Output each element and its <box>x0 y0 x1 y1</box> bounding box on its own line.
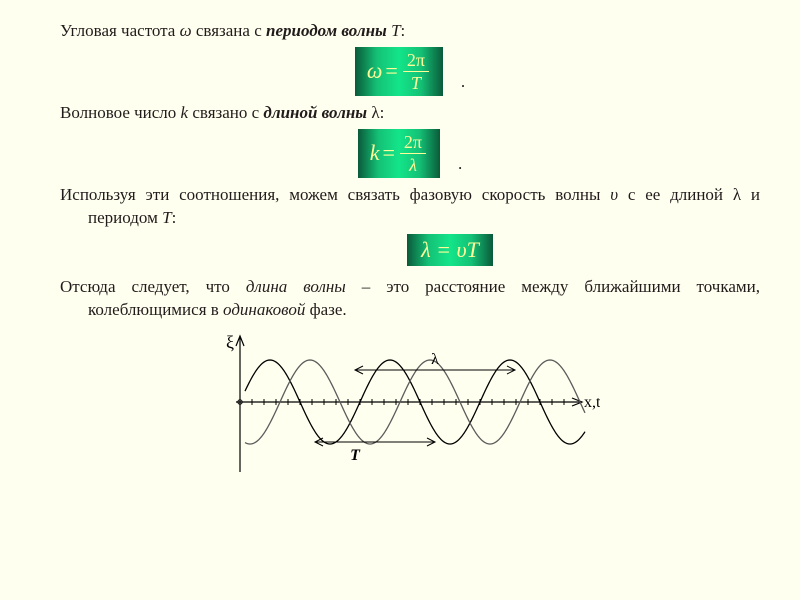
p1-bold: периодом волны <box>266 21 387 40</box>
p1-a: Угловая частота <box>60 21 180 40</box>
svg-text:ξ: ξ <box>226 332 234 352</box>
p2-a: Волновое число <box>60 103 181 122</box>
f1-lhs: ω <box>367 58 383 84</box>
p3-a: Используя эти соотношения, можем связать… <box>60 185 610 204</box>
dot2: . <box>458 154 462 178</box>
f2-den: λ <box>405 156 421 174</box>
f2-num: 2π <box>400 133 426 151</box>
f1-den: T <box>407 74 425 92</box>
svg-text:x,t: x,t <box>584 394 600 411</box>
p4-i2: одинаковой <box>223 300 305 319</box>
p3-c: : <box>172 208 177 227</box>
svg-text:λ: λ <box>431 351 439 368</box>
p1-T: T <box>391 21 400 40</box>
p4-a: Отсюда следует, что <box>60 277 246 296</box>
formula-lambda: λ = υT <box>407 234 493 266</box>
formula3-row: λ = υT <box>140 234 760 266</box>
v-sym: υ <box>610 185 618 204</box>
para-angular-freq: Угловая частота ω связана с периодом вол… <box>60 20 760 43</box>
wave-chart: λ Tξ x,t <box>220 330 600 480</box>
f1-num: 2π <box>403 51 429 69</box>
p2-c: λ: <box>367 103 384 122</box>
dot1: . <box>461 72 465 96</box>
f2-eq: = <box>383 140 395 166</box>
para-phase-speed: Используя эти соотношения, можем связать… <box>60 184 760 230</box>
p1-b: связана с <box>192 21 266 40</box>
p3-T: T <box>162 208 171 227</box>
p1-d: : <box>401 21 406 40</box>
formula-k: k = 2π λ <box>358 129 440 178</box>
para-conclusion: Отсюда следует, что длина волны – это ра… <box>60 276 760 322</box>
f2-lhs: k <box>370 140 380 166</box>
svg-text:T: T <box>350 447 361 464</box>
f2-frac: 2π λ <box>400 133 426 174</box>
p4-i: длина волны <box>246 277 346 296</box>
formula2-row: k = 2π λ . <box>60 129 760 178</box>
k-sym: k <box>181 103 189 122</box>
p2-b: связано с <box>188 103 263 122</box>
p4-c: фазе. <box>305 300 346 319</box>
wave-figure: λ Tξ x,t <box>60 330 760 480</box>
p2-bold: длиной волны <box>263 103 367 122</box>
formula1-row: ω = 2π T . <box>60 47 760 96</box>
omega-sym: ω <box>180 21 192 40</box>
f1-eq: = <box>385 58 397 84</box>
para-wavenumber: Волновое число k связано с длиной волны … <box>60 102 760 125</box>
f1-frac: 2π T <box>403 51 429 92</box>
formula-omega: ω = 2π T <box>355 47 443 96</box>
